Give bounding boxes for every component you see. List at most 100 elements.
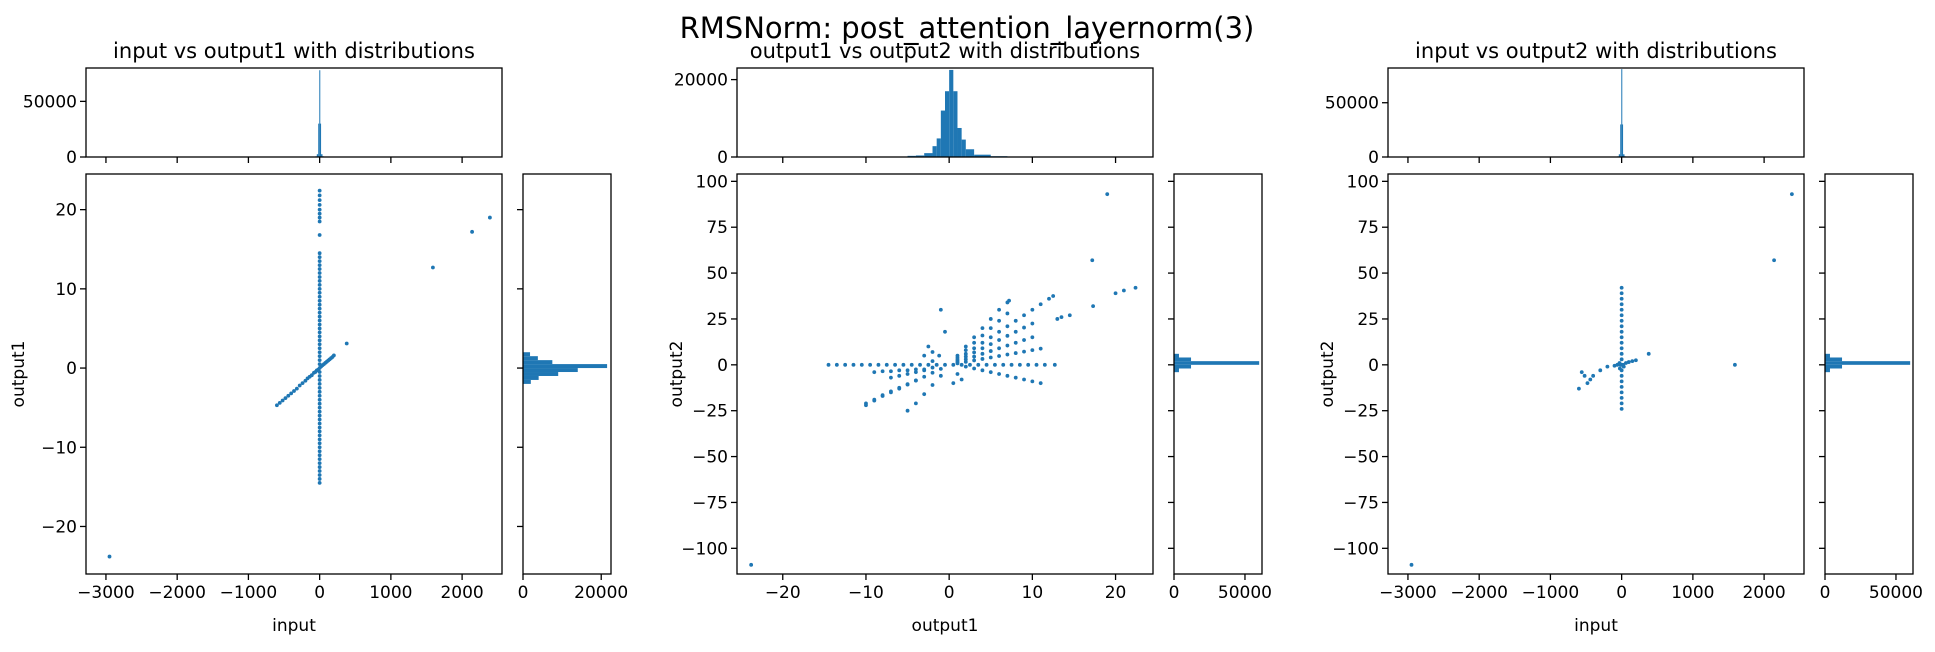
- hist-right-frame: [522, 173, 612, 575]
- y-axis-label: output1: [9, 341, 29, 408]
- scatter-point: [275, 403, 279, 408]
- scatter-point: [897, 385, 902, 390]
- scatter-point: [1619, 291, 1624, 296]
- main-axes-frame: [1387, 173, 1805, 575]
- scatter-point: [988, 349, 993, 353]
- subplot-3: −3000 −2000 −1000 0 1000 2000−100−75−50−25025…: [1318, 39, 1923, 636]
- scatter-point: [1055, 317, 1060, 321]
- hist-top-bar: [915, 155, 925, 157]
- hist-top-bar: [936, 138, 941, 157]
- x-tick-label: 1000: [1671, 583, 1714, 603]
- scatter-point: [1030, 335, 1035, 340]
- scatter-point: [938, 366, 943, 371]
- scatter-point: [1042, 362, 1047, 367]
- hist-right-bar: [523, 356, 538, 361]
- scatter-point: [317, 421, 322, 426]
- hist-top-bar: [945, 91, 950, 157]
- scatter-point: [317, 382, 322, 386]
- hist-right-x-tick-label: 20000: [574, 583, 628, 603]
- hist-top-bar: [1620, 124, 1622, 157]
- scatter-point: [951, 381, 956, 386]
- y-tick-label: 0: [66, 359, 77, 379]
- scatter-point: [1772, 258, 1776, 263]
- figure-suptitle: RMSNorm: post_attention_layernorm(3): [680, 11, 1255, 45]
- scatter-point: [1605, 364, 1610, 369]
- hist-right-bar: [523, 352, 531, 357]
- hist-right-bar: [1825, 353, 1830, 358]
- y-tick-label: 50: [706, 264, 728, 284]
- scatter-point: [1105, 192, 1110, 197]
- scatter-point: [1619, 357, 1624, 362]
- scatter-point: [1047, 296, 1051, 301]
- scatter-point: [317, 318, 322, 323]
- hist-right-x-tick-label: 50000: [1869, 583, 1923, 603]
- scatter-point: [972, 354, 977, 359]
- scatter-point: [851, 362, 856, 367]
- scatter-point: [1621, 364, 1626, 369]
- subplot-title: input vs output2 with distributions: [1415, 39, 1777, 63]
- scatter-point: [834, 362, 839, 367]
- scatter-point: [1059, 315, 1064, 320]
- scatter-point: [317, 409, 322, 414]
- y-tick-label: 20: [55, 201, 77, 221]
- scatter-point: [980, 333, 985, 338]
- scatter-point: [913, 401, 918, 406]
- hist-top-frame: [736, 67, 1154, 158]
- hist-right-bar: [1174, 353, 1179, 358]
- y-tick-label: 0: [717, 356, 728, 376]
- scatter-point: [930, 365, 935, 370]
- y-tick-label: −100: [1332, 539, 1379, 559]
- scatter-point: [317, 310, 322, 315]
- scatter-point: [317, 469, 322, 473]
- scatter-point: [1005, 352, 1010, 357]
- scatter-point: [317, 219, 322, 224]
- scatter-point: [317, 457, 322, 462]
- scatter-point: [1017, 362, 1022, 367]
- scatter-point: [1789, 192, 1794, 197]
- hist-right-bar: [1174, 361, 1260, 365]
- scatter-point: [317, 338, 322, 343]
- scatter-point: [826, 362, 831, 367]
- scatter-point: [859, 362, 864, 367]
- scatter-point: [1619, 307, 1624, 312]
- scatter-point: [1005, 324, 1010, 329]
- scatter-point: [317, 441, 322, 446]
- scatter-point: [1009, 362, 1014, 367]
- scatter-point: [922, 353, 927, 358]
- scatter-point: [968, 362, 972, 367]
- scatter-point: [913, 370, 918, 375]
- scatter-point: [317, 267, 322, 271]
- scatter-point: [1067, 313, 1072, 318]
- scatter-point: [988, 342, 993, 346]
- scatter-point: [926, 344, 931, 349]
- scatter-point: [980, 351, 985, 356]
- scatter-point: [317, 413, 322, 418]
- scatter-point: [1038, 346, 1043, 351]
- y-axis-label: output2: [667, 341, 687, 408]
- scatter-point: [317, 433, 322, 438]
- scatter-point: [980, 346, 985, 351]
- scatter-point: [317, 385, 322, 390]
- scatter-point: [1013, 351, 1018, 355]
- scatter-point: [905, 408, 910, 413]
- scatter-point: [344, 341, 349, 346]
- scatter-point: [980, 357, 985, 361]
- x-axis-label: input: [1574, 616, 1618, 636]
- y-tick-label: −50: [1343, 448, 1379, 468]
- x-tick-label: 0: [944, 583, 955, 603]
- hist-top-bar: [1623, 154, 1625, 157]
- scatter-point: [872, 397, 877, 402]
- x-tick-label: 10: [1022, 583, 1044, 603]
- x-tick-label: −10: [848, 583, 884, 603]
- scatter-point: [1646, 351, 1651, 356]
- scatter-point: [1005, 333, 1010, 338]
- hist-right-bar: [523, 360, 553, 365]
- hist-top-bar: [961, 139, 966, 157]
- scatter-point: [297, 383, 302, 388]
- x-axis-label: output1: [912, 616, 979, 636]
- scatter-point: [1619, 346, 1624, 351]
- scatter-point: [317, 437, 322, 442]
- scatter-point: [317, 346, 322, 351]
- hist-top-bar: [321, 154, 323, 157]
- scatter-point: [963, 351, 968, 356]
